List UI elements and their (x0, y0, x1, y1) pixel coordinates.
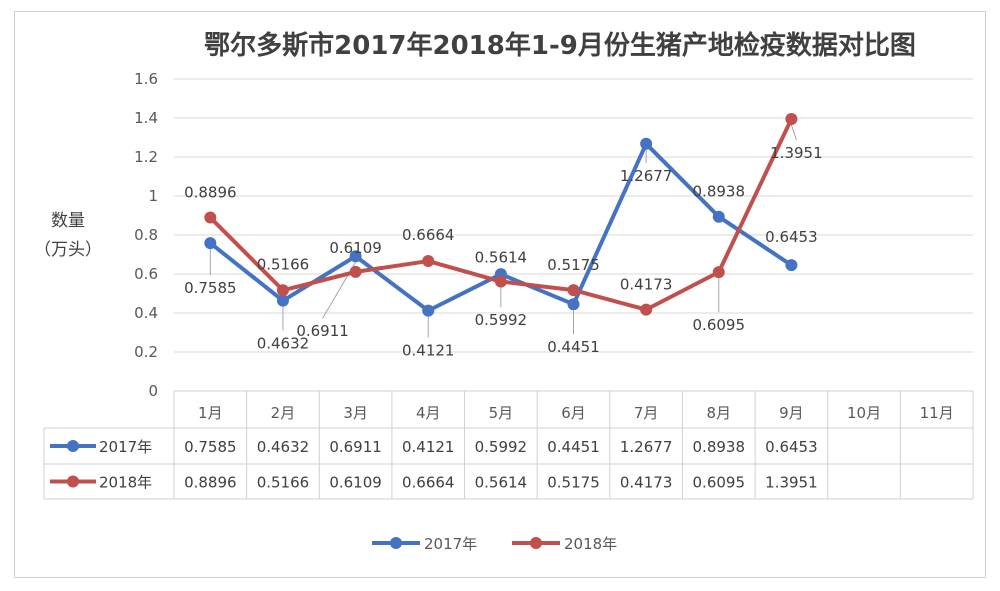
table-cell-value: 0.4173 (620, 474, 673, 492)
data-point-marker (349, 265, 362, 278)
data-label: 0.5166 (257, 255, 310, 273)
data-label: 0.6911 (296, 322, 349, 340)
y-tick-label: 1.4 (134, 109, 158, 127)
data-label: 0.6453 (765, 228, 818, 246)
data-label: 0.8938 (693, 183, 746, 201)
legend-label: 2017年 (424, 535, 477, 553)
x-category-label: 1月 (198, 404, 223, 422)
data-label: 0.8896 (184, 184, 237, 202)
y-tick-label: 0.8 (134, 226, 158, 244)
data-label: 0.4451 (547, 338, 600, 356)
data-point-marker (785, 112, 798, 125)
data-point-marker (567, 298, 580, 311)
table-cell-value: 0.5175 (547, 474, 600, 492)
data-point-marker (640, 137, 653, 150)
table-series-name: 2018年 (99, 474, 152, 492)
data-label: 1.2677 (620, 167, 673, 185)
table-cell-value: 0.5614 (475, 474, 528, 492)
table-series-name: 2017年 (99, 438, 152, 456)
chart-area (14, 11, 986, 578)
x-category-label: 5月 (489, 404, 514, 422)
data-label: 0.7585 (184, 279, 237, 297)
data-label-leader (790, 124, 797, 141)
data-point-marker (640, 303, 653, 316)
data-point-marker (712, 210, 725, 223)
x-category-label: 11月 (920, 404, 954, 422)
data-point-marker (712, 266, 725, 279)
data-label: 1.3951 (770, 144, 823, 162)
x-category-label: 10月 (847, 404, 881, 422)
legend-label: 2018年 (564, 535, 617, 553)
table-cell-value: 0.6911 (329, 438, 382, 456)
y-tick-label: 0 (148, 382, 158, 400)
x-category-label: 9月 (779, 404, 804, 422)
data-point-marker (204, 211, 217, 224)
table-cell-value: 0.4451 (547, 438, 600, 456)
x-category-label: 7月 (634, 404, 659, 422)
data-label: 0.5614 (475, 249, 528, 267)
x-category-label: 6月 (561, 404, 586, 422)
y-axis-unit: （万头） (34, 240, 102, 260)
table-cell-value: 0.4121 (402, 438, 455, 456)
data-label: 0.6095 (693, 316, 746, 334)
data-label: 0.5992 (475, 311, 528, 329)
data-label: 0.4632 (257, 335, 310, 353)
table-cell-value: 0.4632 (257, 438, 310, 456)
x-category-label: 2月 (271, 404, 296, 422)
table-cell-value: 0.6453 (765, 438, 818, 456)
y-tick-label: 0.6 (134, 265, 158, 283)
y-tick-label: 1.6 (134, 70, 158, 88)
data-point-marker (785, 259, 798, 272)
data-label: 0.5175 (547, 256, 600, 274)
x-category-label: 8月 (706, 404, 731, 422)
x-category-label: 3月 (343, 404, 368, 422)
y-tick-label: 1.2 (134, 148, 158, 166)
legend-key-marker (530, 537, 542, 549)
data-label: 0.4173 (620, 276, 673, 294)
x-category-label: 4月 (416, 404, 441, 422)
data-point-marker (494, 275, 507, 288)
y-axis-label: 数量 (51, 211, 85, 231)
data-point-marker (276, 284, 289, 297)
data-label: 0.6664 (402, 226, 455, 244)
data-point-marker (204, 237, 217, 250)
data-point-marker (276, 294, 289, 307)
table-cell-value: 1.2677 (620, 438, 673, 456)
data-label: 0.4121 (402, 342, 455, 360)
data-point-marker (422, 304, 435, 317)
chart-title: 鄂尔多斯市2017年2018年1-9月份生猪产地检疫数据对比图 (204, 30, 916, 61)
data-point-marker (349, 250, 362, 263)
table-cell-value: 0.5166 (257, 474, 310, 492)
table-cell-value: 0.8896 (184, 474, 237, 492)
table-cell-value: 0.6664 (402, 474, 455, 492)
y-tick-label: 0.4 (134, 304, 158, 322)
table-legend-key-marker (67, 475, 79, 488)
table-cell-value: 0.6095 (693, 474, 746, 492)
legend-key-marker (390, 537, 402, 549)
table-cell-value: 0.8938 (693, 438, 746, 456)
table-cell-value: 1.3951 (765, 474, 818, 492)
table-cell-value: 0.5992 (475, 438, 528, 456)
y-tick-label: 0.2 (134, 343, 158, 361)
data-point-marker (567, 284, 580, 297)
table-cell-value: 0.6109 (329, 474, 382, 492)
data-point-marker (422, 255, 435, 268)
table-cell-value: 0.7585 (184, 438, 237, 456)
y-tick-label: 1 (148, 187, 158, 205)
table-legend-key-marker (67, 440, 79, 452)
data-label: 0.6109 (329, 239, 382, 257)
